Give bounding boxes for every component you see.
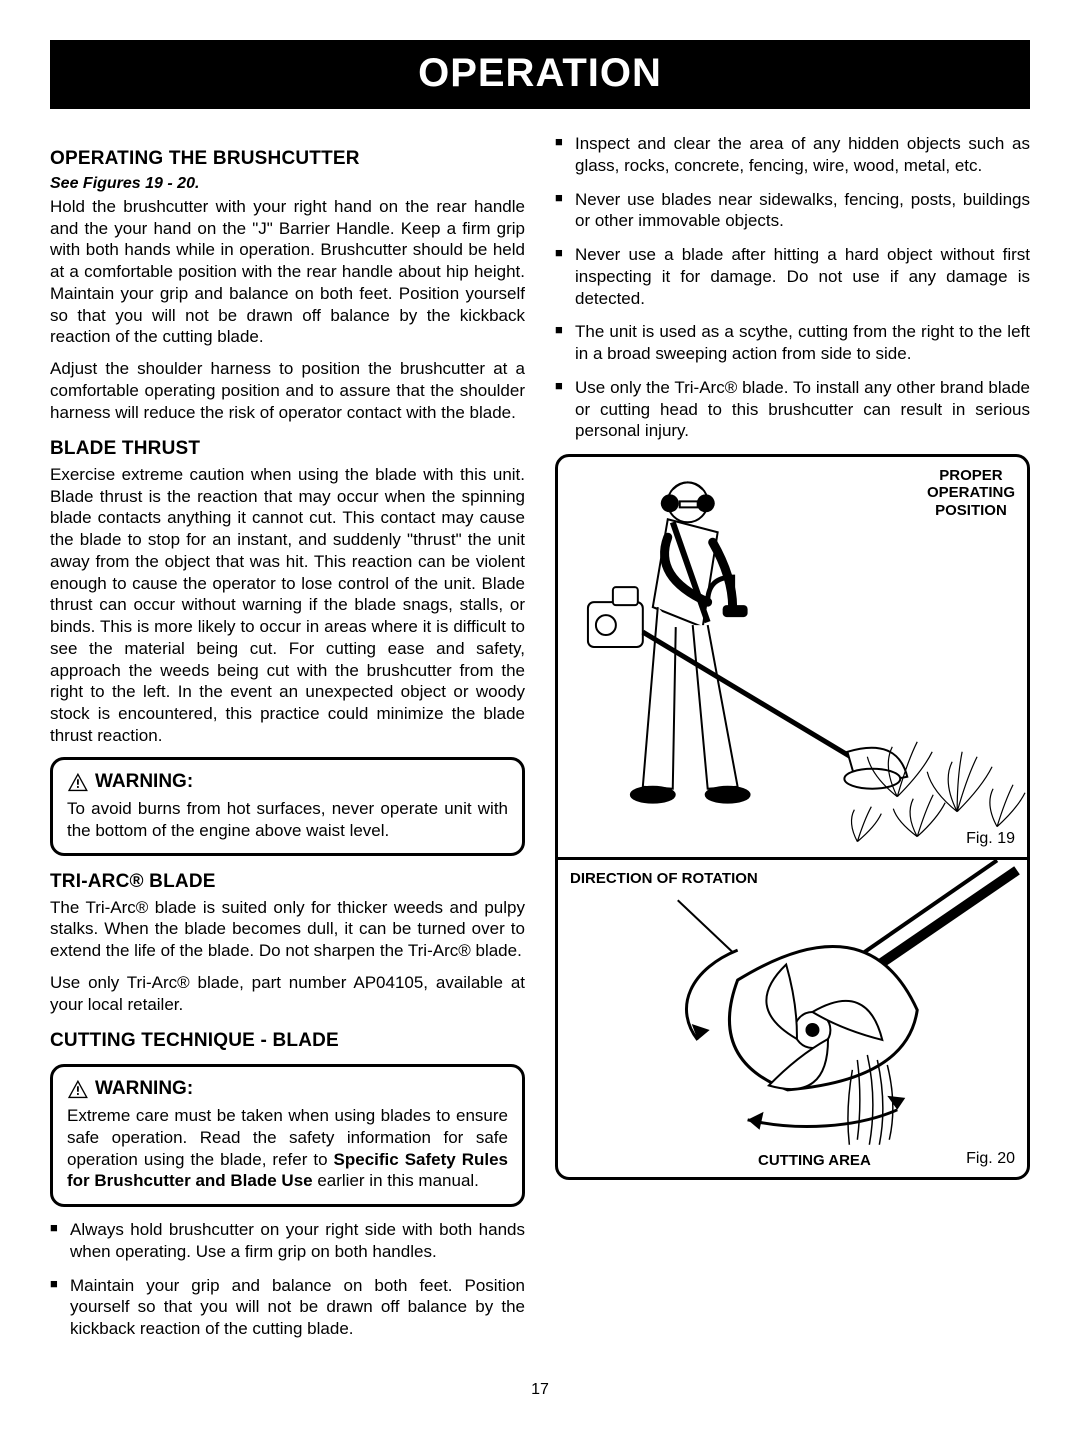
- warning-2-title-row: WARNING:: [67, 1077, 508, 1101]
- para-blade-thrust: Exercise extreme caution when using the …: [50, 464, 525, 747]
- two-column-layout: OPERATING THE BRUSHCUTTER See Figures 19…: [50, 133, 1030, 1352]
- figure-20-illustration: [558, 860, 1027, 1180]
- warning-1-text: To avoid burns from hot surfaces, never …: [67, 798, 508, 842]
- warning-1-title-row: WARNING:: [67, 770, 508, 794]
- list-item: Maintain your grip and balance on both f…: [50, 1275, 525, 1340]
- heading-operating: OPERATING THE BRUSHCUTTER: [50, 147, 525, 171]
- para-operating-2: Adjust the shoulder harness to position …: [50, 358, 525, 423]
- figure-19-panel: PROPER OPERATING POSITION Fig. 19: [558, 457, 1027, 857]
- warning-2-text: Extreme care must be taken when using bl…: [67, 1105, 508, 1192]
- warning-triangle-icon: [67, 1079, 89, 1099]
- warning-1-title: WARNING:: [95, 770, 193, 794]
- warning-box-2: WARNING: Extreme care must be taken when…: [50, 1064, 525, 1207]
- warning-2-text-b: earlier in this manual.: [313, 1171, 479, 1190]
- heading-blade-thrust: BLADE THRUST: [50, 437, 525, 461]
- figure-container: PROPER OPERATING POSITION Fig. 19: [555, 454, 1030, 1180]
- fig19-label-l3: POSITION: [927, 502, 1015, 519]
- right-column: Inspect and clear the area of any hidden…: [555, 133, 1030, 1352]
- list-item: Always hold brushcutter on your right si…: [50, 1219, 525, 1263]
- para-triarc-1: The Tri-Arc® blade is suited only for th…: [50, 897, 525, 962]
- warning-box-1: WARNING: To avoid burns from hot surface…: [50, 757, 525, 857]
- right-bullet-list: Inspect and clear the area of any hidden…: [555, 133, 1030, 442]
- fig19-label-l1: PROPER: [927, 467, 1015, 484]
- fig19-label: PROPER OPERATING POSITION: [927, 467, 1015, 519]
- fig20-rotation-label: DIRECTION OF ROTATION: [570, 870, 758, 887]
- left-column: OPERATING THE BRUSHCUTTER See Figures 19…: [50, 133, 525, 1352]
- list-item: Never use a blade after hitting a hard o…: [555, 244, 1030, 309]
- fig19-label-l2: OPERATING: [927, 484, 1015, 501]
- list-item: The unit is used as a scythe, cutting fr…: [555, 321, 1030, 365]
- heading-triarc: TRI-ARC® BLADE: [50, 870, 525, 894]
- warning-2-title: WARNING:: [95, 1077, 193, 1101]
- list-item: Inspect and clear the area of any hidden…: [555, 133, 1030, 177]
- see-figures-note: See Figures 19 - 20.: [50, 174, 525, 194]
- warning-triangle-icon: [67, 772, 89, 792]
- fig20-cutting-label: CUTTING AREA: [758, 1152, 871, 1169]
- page-banner: OPERATION: [50, 40, 1030, 109]
- figure-20-panel: DIRECTION OF ROTATION CUTTING AREA Fig. …: [558, 857, 1027, 1177]
- list-item: Never use blades near sidewalks, fencing…: [555, 189, 1030, 233]
- heading-cutting-technique: CUTTING TECHNIQUE - BLADE: [50, 1029, 525, 1053]
- para-triarc-2: Use only Tri-Arc® blade, part number AP0…: [50, 972, 525, 1016]
- left-bullet-list: Always hold brushcutter on your right si…: [50, 1219, 525, 1340]
- fig20-number: Fig. 20: [966, 1149, 1015, 1169]
- list-item: Use only the Tri-Arc® blade. To install …: [555, 377, 1030, 442]
- page-number: 17: [50, 1380, 1030, 1400]
- fig19-number: Fig. 19: [966, 829, 1015, 849]
- para-operating-1: Hold the brushcutter with your right han…: [50, 196, 525, 348]
